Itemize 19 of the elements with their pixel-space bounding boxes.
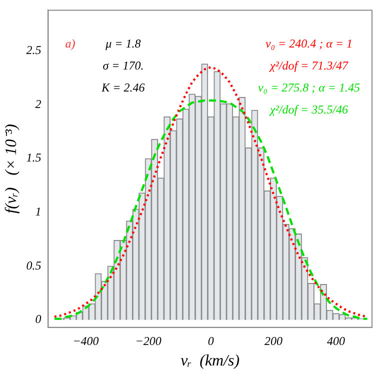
y-tick-label: 0 (35, 312, 42, 326)
text: v₀ = 240.4 ; α = 1 χ²/dof = 71.3/47 (266, 36, 352, 72)
y-tick-label: 2 (35, 96, 42, 111)
series-label: v₀ = 275.8 ; α = 1.45 χ²/dof = 35.5/46 (258, 80, 360, 116)
annotation: μ = 1.8 (104, 36, 141, 50)
y-tick-label: 2.5 (26, 43, 42, 58)
x-tick-label: 200 (264, 334, 282, 348)
annotation: σ = 170. (102, 58, 144, 72)
y-axis-title: f(vᵣ) (× 10⁻³) (2, 124, 20, 214)
x-axis-title: vᵣ (km/s) (180, 352, 240, 370)
y-tick-label: 0.5 (26, 258, 42, 272)
y-tick-label: 1.5 (26, 150, 42, 165)
x-tick-label: 400 (327, 334, 346, 348)
x-tick-label: −400 (72, 334, 99, 348)
y-tick-label: 1 (35, 204, 42, 219)
x-tick-label: −200 (135, 334, 162, 348)
annotation: a) (65, 36, 76, 50)
annotation: K = 2.46 (100, 80, 145, 94)
x-tick-label: 0 (208, 334, 214, 348)
